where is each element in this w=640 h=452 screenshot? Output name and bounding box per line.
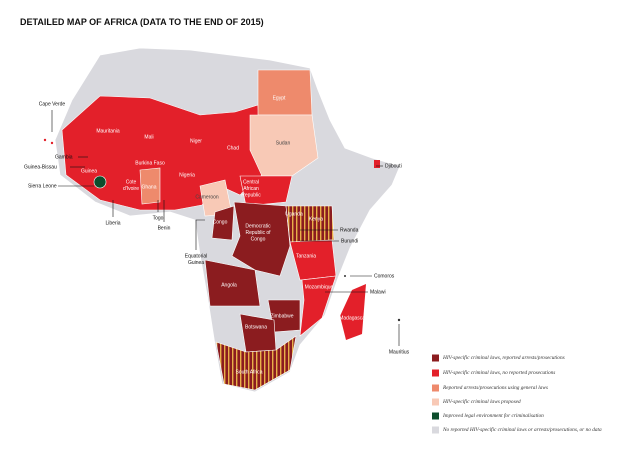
country-label: Democratic bbox=[245, 223, 271, 229]
legend-swatch bbox=[432, 398, 439, 406]
country-label: Republic bbox=[241, 192, 261, 198]
country-label: Burkina Faso bbox=[135, 160, 165, 166]
country-label: Benin bbox=[158, 225, 171, 231]
country-label: Madagascar bbox=[339, 315, 367, 321]
country-label: Republic of bbox=[245, 230, 271, 236]
country-label: Botswana bbox=[245, 324, 267, 330]
country-label: African bbox=[243, 186, 259, 192]
country-label: Guinea bbox=[188, 260, 204, 266]
country-label: Niger bbox=[190, 138, 202, 144]
country-label: Angola bbox=[221, 282, 237, 288]
legend-swatch bbox=[432, 384, 439, 392]
legend-label: HIV-specific criminal laws, reported arr… bbox=[442, 354, 565, 361]
country-label: Rwanda bbox=[340, 227, 359, 233]
country-label: Zimbabwe bbox=[270, 313, 293, 319]
legend-label: HIV-specific criminal laws, no reported … bbox=[442, 369, 555, 376]
country-labels: Cape Verde Mauritania Mali Niger Chad Egypt Su… bbox=[24, 95, 410, 375]
country-label: Gambia bbox=[55, 154, 73, 160]
country-label: Comoros bbox=[374, 273, 395, 279]
legend-label: HIV-specific criminal laws proposed bbox=[442, 398, 521, 405]
country-label: Guinea bbox=[81, 168, 97, 174]
country-label: Chad bbox=[227, 145, 239, 151]
country-label: Cape Verde bbox=[39, 101, 66, 107]
legend-label: No reported HIV-specific criminal laws o… bbox=[442, 426, 602, 433]
country-label: Congo bbox=[213, 219, 228, 225]
country-label: Djibouti bbox=[385, 163, 402, 169]
legend-label: Reported arrests/prosecutions using gene… bbox=[442, 385, 548, 391]
country-label: Sierra Leone bbox=[28, 183, 57, 189]
country-label: Burundi bbox=[341, 238, 358, 244]
country-label: Sudan bbox=[276, 140, 291, 146]
country-label: South Africa bbox=[236, 369, 263, 375]
country-label: Malawi bbox=[370, 289, 386, 295]
country-label: Congo bbox=[251, 236, 266, 242]
country-label: Central bbox=[243, 179, 259, 185]
africa-map bbox=[43, 47, 401, 393]
country-label: Tanzania bbox=[296, 253, 316, 259]
country-label: Mauritius bbox=[389, 349, 410, 355]
country-label: Cameroon bbox=[195, 194, 219, 200]
country-label: Mali bbox=[144, 134, 153, 140]
legend-swatch bbox=[432, 354, 439, 362]
country-label: d'Ivoire bbox=[123, 186, 139, 192]
country-label: Equatorial bbox=[185, 253, 208, 259]
map-title: DETAILED MAP OF AFRICA (DATA TO THE END … bbox=[20, 17, 264, 27]
country-label: Kenya bbox=[309, 216, 323, 222]
legend-swatch bbox=[432, 426, 439, 434]
legend: HIV-specific criminal laws, reported arr… bbox=[432, 354, 602, 434]
country-label: Uganda bbox=[285, 211, 303, 217]
country-label: Mozambique bbox=[305, 284, 334, 290]
country-label: Ghana bbox=[141, 184, 156, 190]
country-label: Guinea-Bissau bbox=[24, 164, 57, 170]
country-label: Egypt bbox=[273, 95, 286, 101]
callouts bbox=[51, 110, 400, 346]
legend-swatch bbox=[432, 412, 439, 420]
legend-swatch bbox=[432, 369, 439, 377]
legend-label: Improved legal environment for criminali… bbox=[442, 412, 544, 419]
country-label: Liberia bbox=[105, 220, 120, 226]
country-label: Mauritania bbox=[96, 128, 120, 134]
country-label: Cote bbox=[126, 179, 137, 185]
country-label: Togo bbox=[153, 215, 164, 221]
country-label: Nigeria bbox=[179, 172, 195, 178]
